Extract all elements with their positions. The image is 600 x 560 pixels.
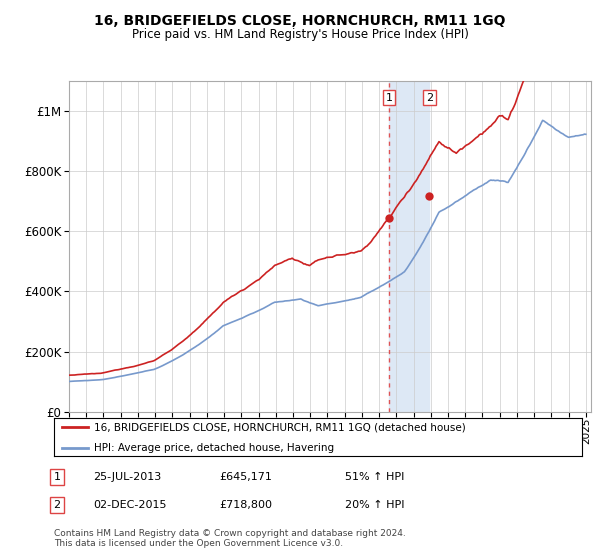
Text: 2: 2 — [53, 500, 61, 510]
Text: 51% ↑ HPI: 51% ↑ HPI — [345, 472, 404, 482]
Text: HPI: Average price, detached house, Havering: HPI: Average price, detached house, Have… — [94, 442, 334, 452]
Text: £645,171: £645,171 — [219, 472, 272, 482]
Text: 25-JUL-2013: 25-JUL-2013 — [93, 472, 161, 482]
Text: 16, BRIDGEFIELDS CLOSE, HORNCHURCH, RM11 1GQ: 16, BRIDGEFIELDS CLOSE, HORNCHURCH, RM11… — [94, 14, 506, 28]
Text: 16, BRIDGEFIELDS CLOSE, HORNCHURCH, RM11 1GQ (detached house): 16, BRIDGEFIELDS CLOSE, HORNCHURCH, RM11… — [94, 422, 466, 432]
Text: 20% ↑ HPI: 20% ↑ HPI — [345, 500, 404, 510]
Bar — [389, 81, 430, 412]
Text: 1: 1 — [385, 93, 392, 102]
Text: This data is licensed under the Open Government Licence v3.0.: This data is licensed under the Open Gov… — [54, 539, 343, 548]
Text: Contains HM Land Registry data © Crown copyright and database right 2024.: Contains HM Land Registry data © Crown c… — [54, 529, 406, 538]
Text: 1: 1 — [53, 472, 61, 482]
Text: 02-DEC-2015: 02-DEC-2015 — [93, 500, 167, 510]
Text: £718,800: £718,800 — [219, 500, 272, 510]
Text: 2: 2 — [426, 93, 433, 102]
Text: Price paid vs. HM Land Registry's House Price Index (HPI): Price paid vs. HM Land Registry's House … — [131, 28, 469, 41]
